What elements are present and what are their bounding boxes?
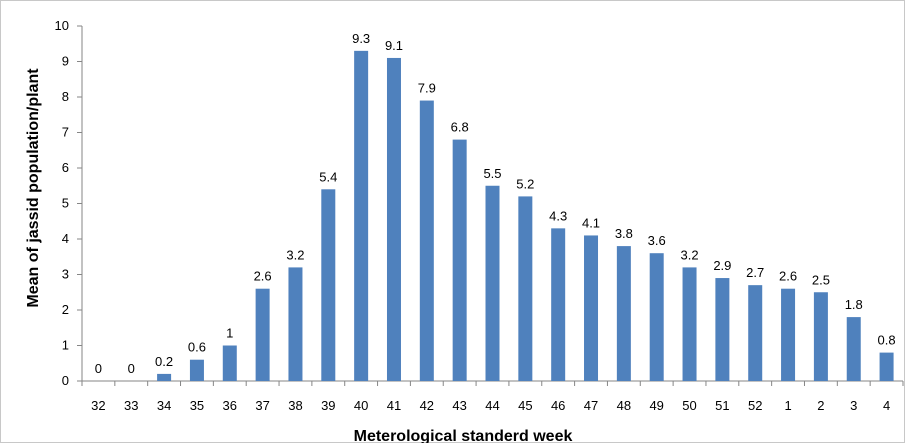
bar	[386, 57, 401, 381]
y-tick-label: 5	[62, 196, 69, 211]
data-label: 2.9	[713, 258, 731, 273]
x-tick-label: 4	[883, 398, 890, 413]
bar-series	[157, 50, 894, 382]
x-tick-label: 33	[124, 398, 138, 413]
x-tick-label: 50	[682, 398, 696, 413]
bar	[551, 228, 566, 381]
data-label: 5.5	[483, 166, 501, 181]
bar	[189, 359, 204, 381]
x-tick-label: 40	[354, 398, 368, 413]
x-tick-label: 1	[784, 398, 791, 413]
data-label: 2.6	[254, 269, 272, 284]
x-tick-label: 37	[255, 398, 269, 413]
bar	[288, 267, 303, 381]
x-tick-label: 45	[518, 398, 532, 413]
x-tick-label: 51	[715, 398, 729, 413]
data-label: 0	[95, 361, 102, 376]
y-tick-label: 4	[62, 231, 69, 246]
data-label: 4.1	[582, 215, 600, 230]
bar	[222, 345, 237, 381]
x-tick-label: 52	[748, 398, 762, 413]
data-label: 3.8	[615, 226, 633, 241]
y-tick-label: 8	[62, 89, 69, 104]
bar	[354, 50, 369, 381]
bar	[879, 352, 894, 381]
y-tick-label: 7	[62, 125, 69, 140]
bar	[584, 235, 599, 381]
bar	[452, 139, 467, 381]
bar	[649, 253, 664, 381]
y-axis-title: Mean of jassid population/plant	[25, 68, 42, 308]
x-tick-label: 39	[321, 398, 335, 413]
data-labels: 0 0 0.2 0.6 1 2.6 3.2 5.4 9.3 9.1 7.9 6.8 5.5 5.2 4.3 4…	[95, 31, 896, 376]
data-label: 1.8	[845, 297, 863, 312]
x-tick-label: 43	[452, 398, 466, 413]
x-tick-label: 49	[649, 398, 663, 413]
data-label: 2.6	[779, 269, 797, 284]
bar	[157, 373, 172, 381]
data-label: 2.7	[746, 265, 764, 280]
x-tick-label: 46	[551, 398, 565, 413]
data-label: 5.2	[516, 176, 534, 191]
data-label: 3.6	[648, 233, 666, 248]
x-tick-label: 2	[817, 398, 824, 413]
data-label: 9.1	[385, 38, 403, 53]
y-tick-label: 3	[62, 267, 69, 282]
data-label: 1	[226, 326, 233, 341]
x-tick-label: 41	[387, 398, 401, 413]
data-label: 0	[128, 361, 135, 376]
y-axis: 0 1 2 3 4 5 6 7 8 9 10	[55, 18, 83, 388]
bar	[255, 288, 270, 381]
x-tick-label: 34	[157, 398, 171, 413]
data-label: 3.2	[286, 247, 304, 262]
bar	[748, 285, 763, 381]
bar	[781, 288, 796, 381]
data-label: 5.4	[319, 169, 337, 184]
data-label: 6.8	[451, 120, 469, 135]
data-label: 3.2	[681, 247, 699, 262]
y-tick-label: 0	[62, 373, 69, 388]
bar	[813, 292, 828, 381]
bar	[616, 246, 631, 381]
x-tick-label: 42	[420, 398, 434, 413]
y-tick-label: 2	[62, 302, 69, 317]
x-axis-title: Meterological standerd week	[354, 428, 573, 443]
data-label: 4.3	[549, 208, 567, 223]
x-tick-label: 3	[850, 398, 857, 413]
data-label: 9.3	[352, 31, 370, 46]
data-label: 0.8	[878, 333, 896, 348]
x-tick-label: 32	[91, 398, 105, 413]
data-label: 2.5	[812, 272, 830, 287]
x-axis: 32 33 34 35 36 37 38 39 40 41 42 43 44 45 46 47 48 49 50 51…	[81, 380, 904, 413]
y-tick-label: 1	[62, 338, 69, 353]
x-tick-label: 44	[485, 398, 499, 413]
y-tick-label: 10	[55, 18, 69, 33]
data-label: 7.9	[418, 81, 436, 96]
x-tick-label: 38	[288, 398, 302, 413]
bar	[321, 189, 336, 381]
bar	[485, 185, 500, 381]
data-label: 0.2	[155, 354, 173, 369]
bar	[682, 267, 697, 381]
data-label: 0.6	[188, 340, 206, 355]
bar	[518, 196, 533, 381]
x-tick-label: 36	[223, 398, 237, 413]
bar	[846, 317, 861, 381]
y-tick-label: 9	[62, 54, 69, 69]
bar	[715, 278, 730, 381]
x-tick-label: 47	[584, 398, 598, 413]
bar	[419, 100, 434, 382]
y-tick-label: 6	[62, 160, 69, 175]
x-tick-label: 48	[617, 398, 631, 413]
x-tick-label: 35	[190, 398, 204, 413]
